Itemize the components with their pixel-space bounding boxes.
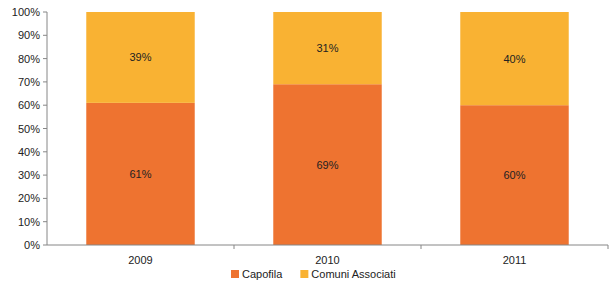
data-labels: 61% 39% 69% 31% 60% 40% — [129, 42, 525, 181]
y-tick-label: 40% — [18, 146, 40, 158]
x-tick-label: 2009 — [128, 254, 152, 266]
y-tick-label: 70% — [18, 76, 40, 88]
data-label: 39% — [129, 51, 151, 63]
legend-label: Comuni Associati — [311, 268, 395, 280]
y-tick-label: 10% — [18, 216, 40, 228]
x-tick-label: 2011 — [503, 254, 527, 266]
data-label: 31% — [316, 42, 338, 54]
bar-segment — [273, 12, 381, 84]
y-tick — [43, 12, 47, 13]
x-tick — [608, 245, 609, 249]
legend-swatch — [300, 270, 308, 278]
bar-segment — [273, 84, 381, 245]
x-tick — [421, 245, 422, 249]
y-tick-label: 20% — [18, 192, 40, 204]
y-tick-label: 30% — [18, 169, 40, 181]
y-tick-label: 90% — [18, 29, 40, 41]
y-tick-label: 100% — [12, 6, 40, 18]
y-tick — [43, 198, 47, 199]
bar-segment — [86, 12, 194, 103]
y-tick — [43, 105, 47, 106]
y-tick — [43, 221, 47, 222]
data-label: 60% — [503, 169, 525, 181]
bar-segment — [460, 12, 568, 105]
legend-label: Capofila — [242, 268, 283, 280]
y-tick-label: 0% — [24, 239, 40, 251]
y-tick — [43, 81, 47, 82]
chart-svg: 61% 39% 69% 31% 60% 40% 0% 10% 20% 30% 40% 50% 60% 70… — [0, 0, 610, 287]
y-tick-label: 80% — [18, 53, 40, 65]
x-axis-line — [47, 245, 608, 246]
data-label: 40% — [503, 53, 525, 65]
bar-segment — [460, 105, 568, 245]
y-tick — [43, 128, 47, 129]
bars — [86, 12, 568, 245]
y-tick — [43, 58, 47, 59]
x-tick-label: 2010 — [315, 254, 339, 266]
bar-segment — [86, 103, 194, 245]
y-tick — [43, 245, 47, 246]
y-tick — [43, 175, 47, 176]
y-tick-label: 50% — [18, 123, 40, 135]
legend-swatch — [231, 270, 239, 278]
data-label: 61% — [129, 168, 151, 180]
y-tick — [43, 151, 47, 152]
data-label: 69% — [316, 159, 338, 171]
y-tick — [43, 35, 47, 36]
x-tick — [234, 245, 235, 249]
chart-container: 61% 39% 69% 31% 60% 40% 0% 10% 20% 30% 40% 50% 60% 70… — [0, 0, 610, 287]
legend: Capofila Comuni Associati — [231, 268, 396, 280]
y-tick-label: 60% — [18, 99, 40, 111]
